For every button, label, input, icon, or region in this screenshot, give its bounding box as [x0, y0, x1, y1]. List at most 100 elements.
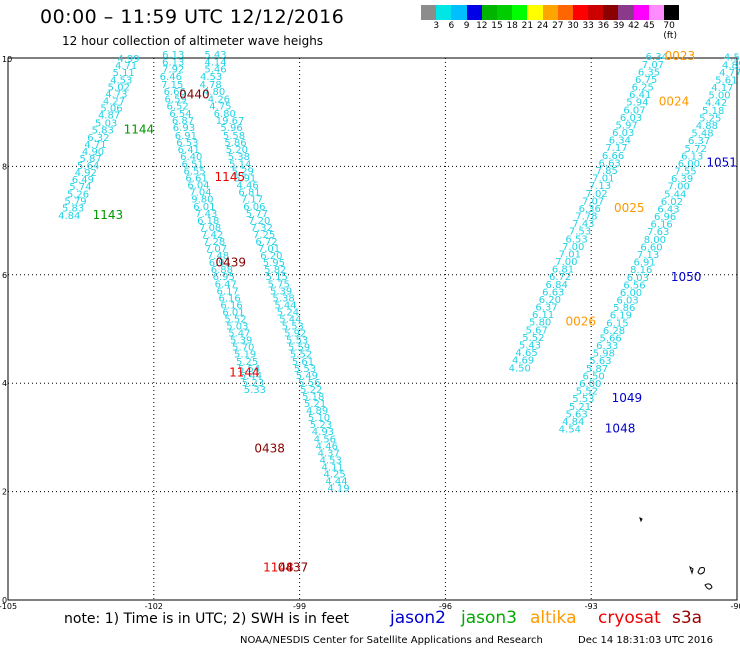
- swh-value: 6.25: [632, 83, 654, 94]
- legend-swatch: [648, 5, 664, 20]
- swh-value: 7.01: [592, 174, 614, 185]
- swh-value: 5.11: [113, 68, 135, 79]
- swh-value: 4.73: [105, 90, 127, 101]
- swh-value: 5.86: [613, 303, 635, 314]
- legend-tick-label: 70 (ft): [663, 21, 677, 41]
- swh-value: 6.91: [175, 131, 197, 142]
- swh-value: 6.39: [671, 174, 693, 185]
- swh-value: 6.00: [620, 288, 642, 299]
- swh-value: 6.19: [610, 311, 632, 322]
- swh-value: 5.19: [234, 350, 256, 361]
- swh-value: 5.52: [576, 387, 598, 398]
- swh-value: 5.53: [572, 394, 594, 405]
- legend-tick-labels: 3 6 9 12 15 18 21 24 27 30 33 36 39 42 45 70 (ft): [421, 20, 679, 41]
- swh-value: 7.13: [589, 181, 611, 192]
- swh-value: 5.92: [284, 329, 306, 340]
- swh-value: 6.95: [213, 272, 235, 283]
- legend-swatch: [436, 5, 452, 20]
- swh-value: 5.23: [310, 420, 332, 431]
- pass-time-label: 1144: [229, 366, 260, 380]
- swh-value: 4.84: [58, 211, 80, 222]
- swh-value: 4.80: [203, 87, 225, 98]
- legend-swatch: [588, 5, 604, 20]
- swh-value: 5.44: [240, 371, 262, 382]
- legend-swatch: [572, 5, 589, 20]
- legend-tick-label: 6: [448, 21, 455, 31]
- swh-value: 4.93: [312, 427, 334, 438]
- swh-value: 5.21: [304, 399, 326, 410]
- swh-value: 6.34: [609, 136, 631, 147]
- swh-value: 6.01: [193, 202, 215, 213]
- swh-value: 7.04: [189, 188, 211, 199]
- swh-value: 5.02: [108, 83, 130, 94]
- swh-value: 6.47: [215, 279, 237, 290]
- swh-value: 5.94: [626, 98, 648, 109]
- y-tick-label: 6: [2, 271, 7, 280]
- swh-value: 6.28: [603, 326, 625, 337]
- swh-value: 7.78: [575, 212, 597, 223]
- swh-value: 5.21: [569, 402, 591, 413]
- swh-value: 5.58: [223, 131, 245, 142]
- swh-value: 5.39: [230, 336, 252, 347]
- swh-value: 5.63: [589, 356, 611, 367]
- swh-value: 6.81: [238, 188, 260, 199]
- swh-value: 4.11: [322, 462, 344, 473]
- legend-tick-label: 42: [628, 21, 640, 31]
- swh-value: 4.42: [705, 98, 727, 109]
- swh-value: 6.50: [582, 371, 604, 382]
- swh-value: 4.19: [327, 484, 349, 495]
- swh-value: 7.00: [555, 257, 577, 268]
- legend-tick-label: 9: [463, 21, 470, 31]
- swh-value: 5.77: [246, 209, 268, 220]
- satellite-label: jason3: [461, 608, 517, 628]
- swh-value: 6.11: [532, 310, 554, 321]
- legend-swatch: [664, 5, 680, 20]
- swh-value: 5.20: [226, 145, 248, 156]
- pass-time-label: 1144: [124, 122, 155, 136]
- swh-value: 7.20: [248, 216, 270, 227]
- pass-time-label: 0023: [665, 49, 696, 63]
- swh-value: 4.77: [719, 68, 740, 79]
- satellite-label: cryosat: [598, 608, 661, 628]
- legend-tick-label: 36: [597, 21, 610, 31]
- swh-value: 7.48: [207, 251, 229, 262]
- swh-value: 5.56: [298, 378, 320, 389]
- swh-value: 5.38: [228, 152, 250, 163]
- land-outline: [697, 567, 705, 575]
- legend-tick-label: 30: [567, 21, 579, 31]
- satellite-label: jason2: [390, 608, 446, 628]
- legend-tick-label: 39: [612, 21, 625, 31]
- swh-value: 6.53: [565, 234, 587, 245]
- swh-value: 6.36: [579, 204, 601, 215]
- swh-value: 4.99: [117, 54, 139, 65]
- legend-tick-label: 45: [643, 21, 655, 31]
- swh-value: 5.82: [264, 265, 286, 276]
- swh-value: 6.81: [552, 265, 574, 276]
- swh-value: 4.69: [512, 356, 534, 367]
- swh-value: 6.91: [634, 258, 656, 269]
- swh-value: 5.64: [77, 161, 99, 172]
- swh-value: 5.75: [268, 279, 290, 290]
- swh-value: 6.03: [620, 113, 642, 124]
- swh-value: 7.53: [569, 227, 591, 238]
- swh-value: 6.88: [211, 265, 233, 276]
- swh-value: 6.84: [546, 280, 568, 291]
- swh-value: 5.70: [232, 343, 254, 354]
- swh-value: 4.89: [306, 406, 328, 417]
- swh-value: 5.61: [292, 357, 314, 368]
- swh-value: 6.33: [596, 341, 618, 352]
- swh-value: 4.78: [200, 80, 222, 91]
- swh-value: 4.85: [722, 60, 740, 71]
- swh-value: 6.87: [172, 116, 194, 127]
- legend-tick-label: 3: [433, 21, 440, 31]
- swh-value: 5.53: [294, 364, 316, 375]
- swh-value: 6.35: [638, 67, 660, 78]
- x-tick-label: -99: [293, 602, 306, 611]
- swh-value: 5.61: [715, 75, 737, 86]
- swh-value: 6.18: [197, 216, 219, 227]
- swh-value: 5.47: [228, 329, 250, 340]
- swh-value: 6.00: [678, 159, 700, 170]
- swh-value: 6.32: [87, 133, 109, 144]
- swh-value: 4.71: [115, 61, 137, 72]
- swh-value: 6.04: [187, 181, 209, 192]
